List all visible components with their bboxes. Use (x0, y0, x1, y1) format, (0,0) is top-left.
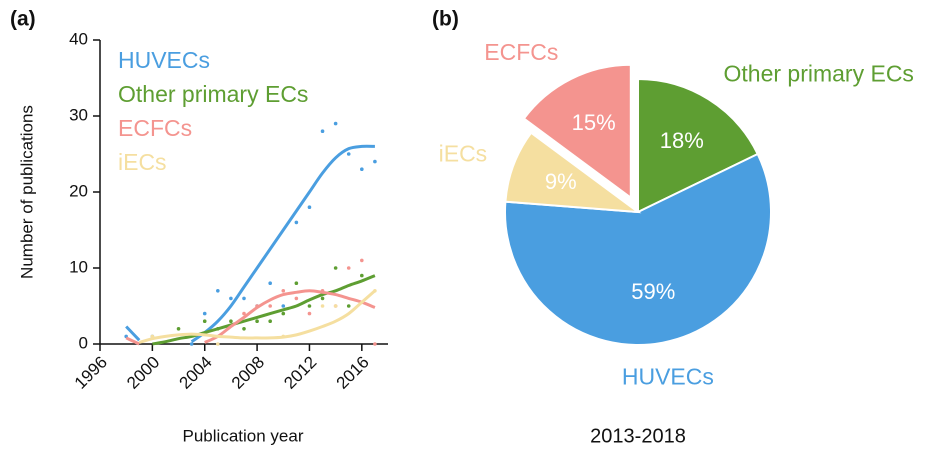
data-point (373, 159, 377, 164)
y-axis-label: Number of publications (17, 105, 36, 279)
data-point (320, 296, 325, 301)
x-tick-label: 2004 (176, 353, 216, 393)
data-point (333, 121, 338, 126)
data-point (242, 311, 246, 316)
y-tick-label: 20 (69, 181, 88, 200)
data-point (333, 304, 338, 308)
data-point (294, 220, 299, 225)
data-point (268, 304, 272, 308)
pie-slice (637, 77, 760, 214)
fit-line (138, 289, 376, 344)
data-point (216, 342, 220, 346)
data-point (268, 281, 272, 286)
fit-line (125, 289, 376, 346)
data-point (189, 342, 194, 346)
pie-category-label: ECFCs (484, 39, 558, 65)
data-point (242, 327, 246, 331)
data-point (281, 304, 286, 308)
legend-entry: HUVECs (118, 47, 210, 73)
data-point (255, 304, 259, 308)
data-point (202, 311, 207, 316)
pie-category-label: HUVECs (622, 363, 714, 389)
legend-entry: iECs (118, 149, 167, 175)
data-point (346, 152, 351, 156)
data-point (216, 327, 220, 331)
data-point (373, 342, 377, 346)
pie-value-label: 59% (631, 279, 675, 304)
data-point (320, 129, 325, 133)
y-tick-label: 40 (69, 29, 88, 48)
data-point (281, 289, 286, 293)
data-point (202, 319, 207, 324)
pie-value-label: 18% (660, 128, 704, 153)
pie-value-label: 15% (572, 110, 616, 135)
data-point (255, 319, 259, 324)
x-tick-label: 2016 (333, 353, 373, 393)
data-point (229, 296, 233, 301)
x-axis-label: Publication year (183, 426, 304, 445)
y-tick-label: 30 (69, 105, 88, 124)
legend-entry: Other primary ECs (118, 81, 308, 107)
data-point (294, 281, 299, 286)
panel-label: (a) (10, 8, 36, 31)
data-point (307, 205, 312, 209)
y-tick-label: 10 (69, 257, 88, 276)
data-point (320, 304, 325, 308)
fit-line (125, 144, 375, 343)
data-point (346, 304, 351, 308)
data-point (294, 296, 299, 301)
data-point (281, 311, 286, 316)
pie-slice (522, 63, 632, 200)
pie-slice (504, 131, 642, 214)
legend-entry: ECFCs (118, 115, 192, 141)
data-point (373, 289, 377, 293)
data-point (320, 289, 325, 293)
data-point (307, 304, 312, 308)
pie-subtitle: 2013-2018 (590, 425, 686, 447)
x-tick-label: 2000 (123, 353, 163, 393)
data-point (242, 296, 246, 301)
pie-category-label: iECs (439, 141, 488, 167)
data-point (360, 167, 364, 171)
data-point (150, 334, 155, 339)
data-point (216, 289, 220, 293)
fit-line (152, 274, 376, 346)
data-point (333, 266, 338, 270)
data-point (307, 311, 312, 316)
data-point (360, 258, 364, 263)
data-point (268, 319, 272, 324)
data-point (176, 327, 181, 331)
data-point (346, 266, 351, 270)
y-tick-label: 0 (79, 333, 88, 352)
data-point (229, 319, 233, 324)
panel-label: (b) (432, 8, 459, 31)
data-point (360, 273, 364, 278)
pie-slice (504, 152, 772, 346)
x-tick-label: 2008 (228, 353, 268, 393)
data-point (281, 334, 286, 339)
x-tick-label: 2012 (280, 353, 320, 393)
pie-value-label: 9% (545, 169, 577, 194)
x-tick-label: 1996 (71, 353, 111, 393)
pie-category-label: Other primary ECs (724, 61, 914, 87)
